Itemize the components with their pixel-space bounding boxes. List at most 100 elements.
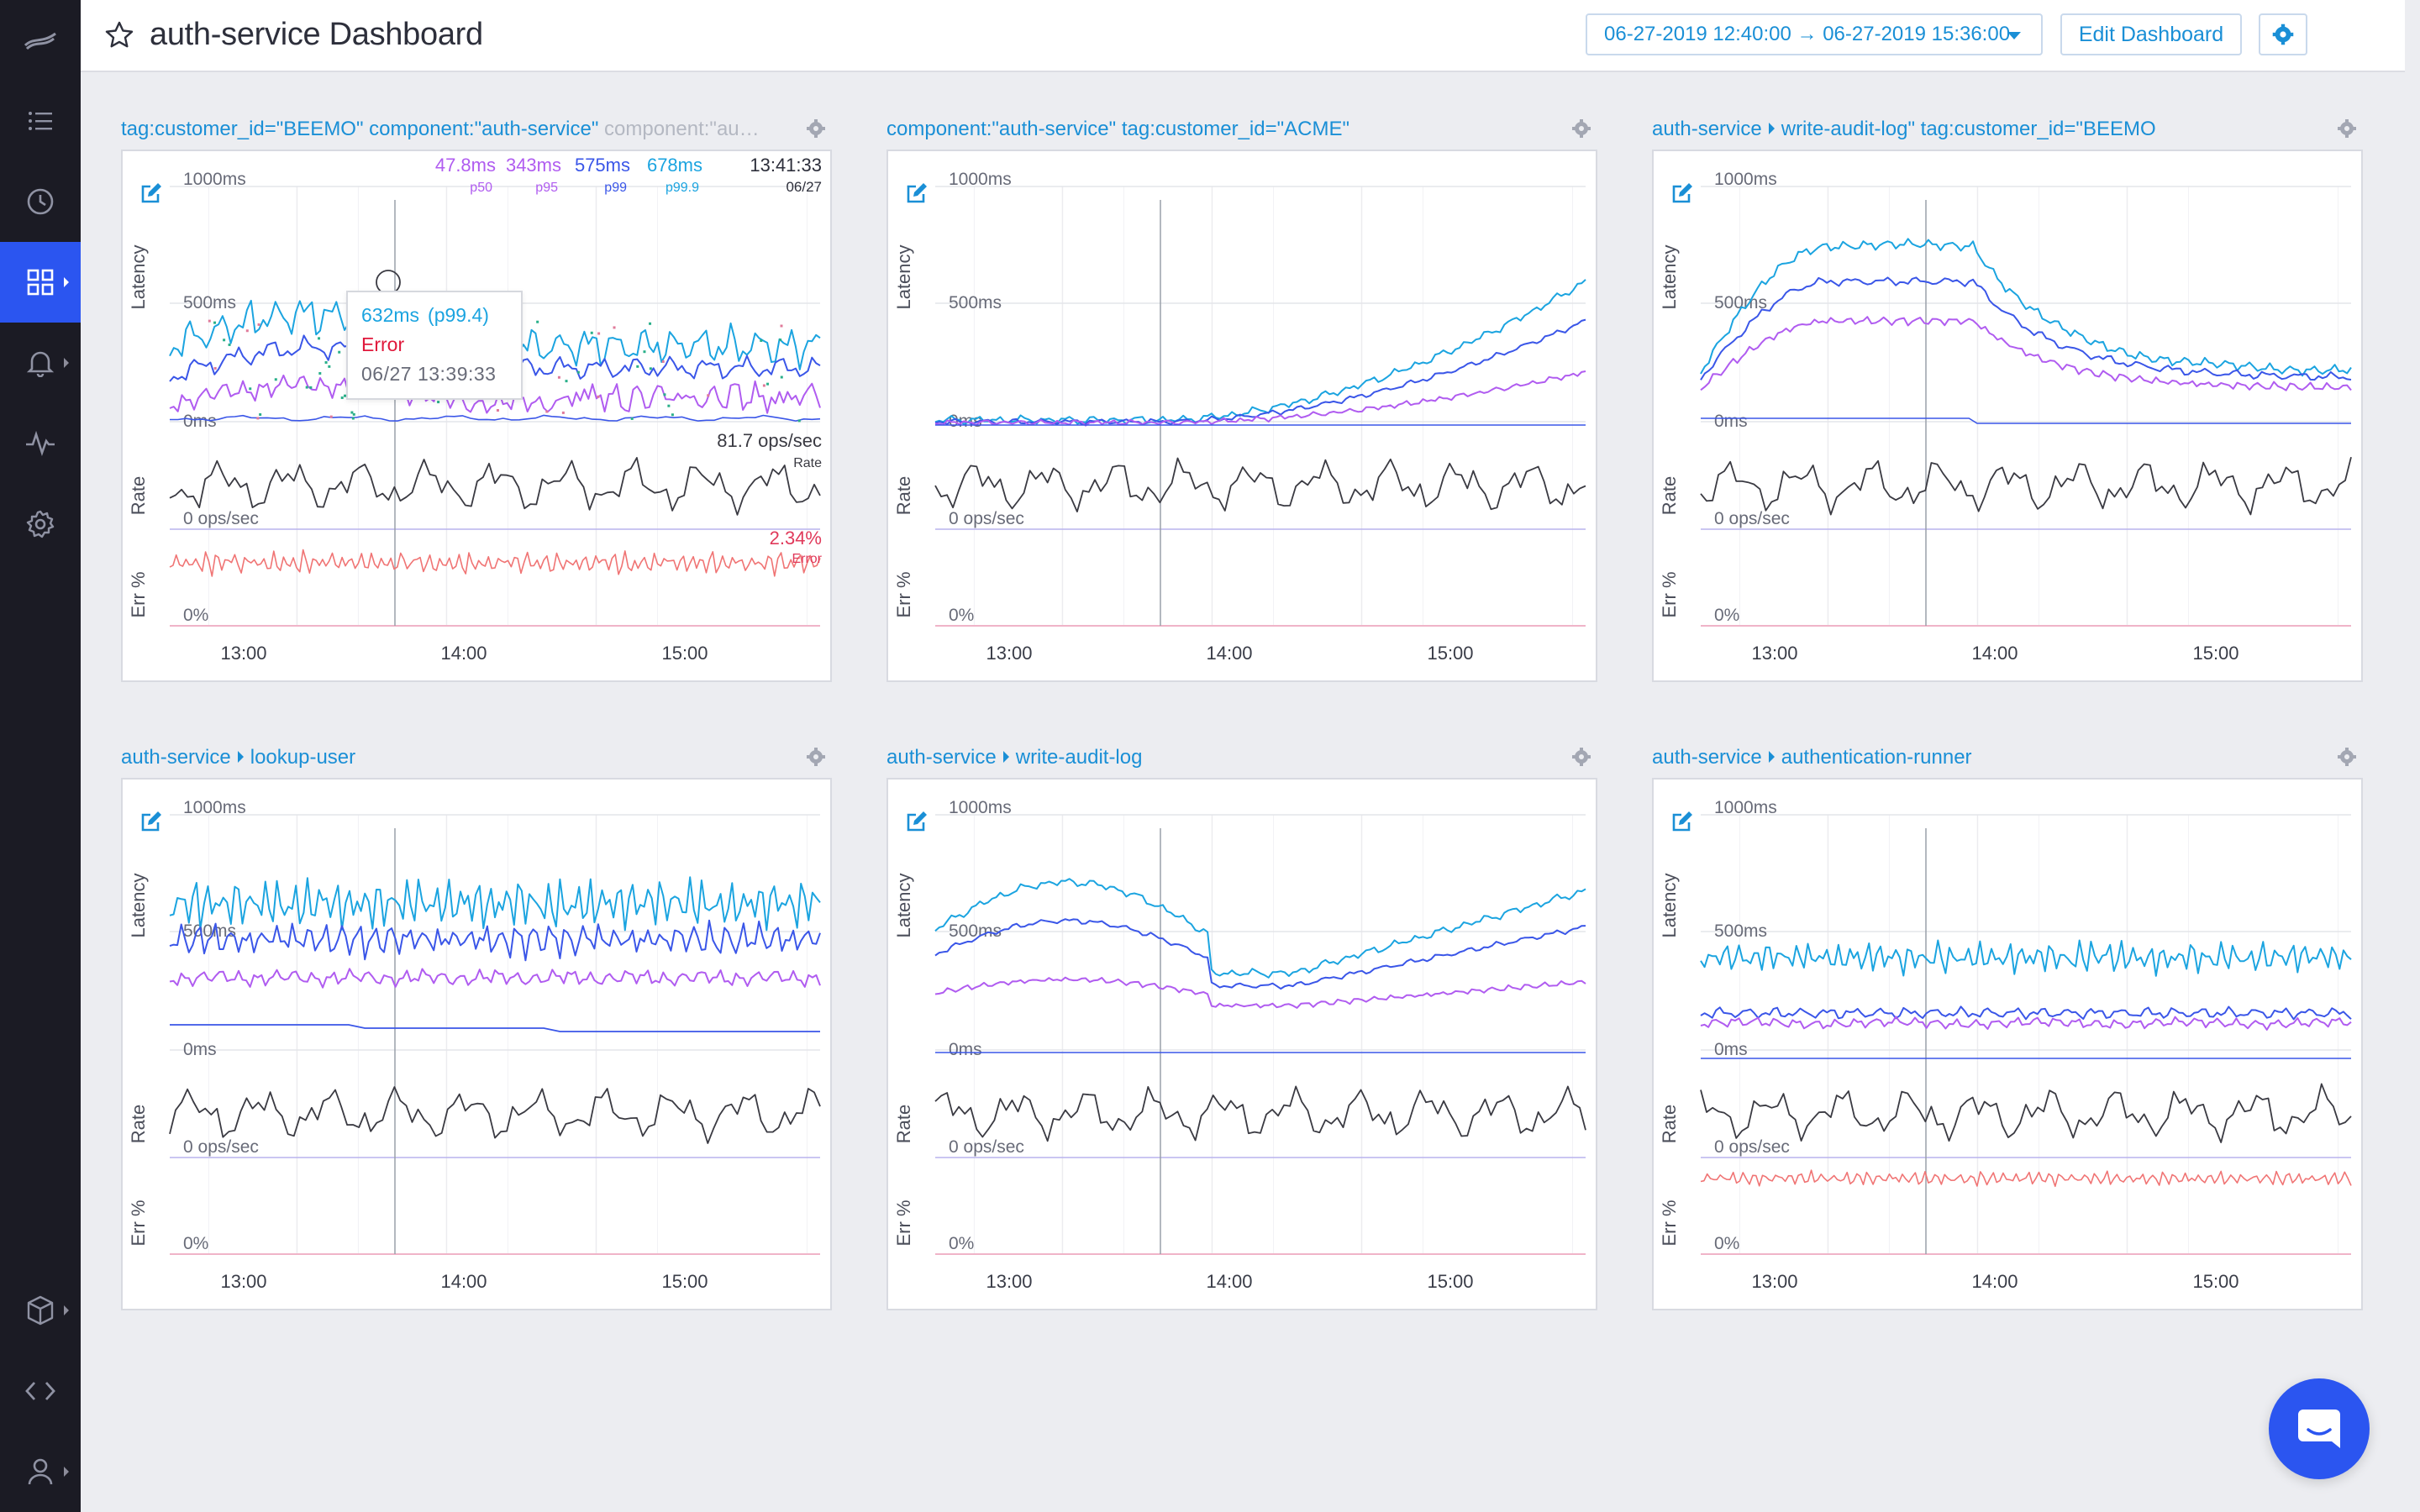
- axis-label-err-zero: 0%: [183, 606, 208, 625]
- panel-gear-icon[interactable]: [1572, 119, 1591, 142]
- axis-label-lat-top: 1000ms: [183, 170, 246, 189]
- panel-title[interactable]: auth-service write-audit-log: [886, 741, 1542, 774]
- x-tick-label: 14:00: [1971, 643, 2018, 664]
- error-label: Error: [792, 552, 822, 566]
- star-icon[interactable]: [104, 20, 134, 55]
- scatter-point: [766, 382, 770, 386]
- axis-label-lat-zero: 0ms: [183, 1040, 217, 1059]
- bell-icon[interactable]: [0, 323, 81, 403]
- x-tick-label: 14:00: [1206, 643, 1252, 664]
- top-bar: auth-service Dashboard: [81, 0, 2405, 72]
- chart-area[interactable]: 1000ms 500ms 0ms 0 ops/sec 0% Latency Rate Err …: [886, 150, 1597, 682]
- edit-icon[interactable]: [905, 810, 929, 837]
- axis-label-err-zero: 0%: [949, 606, 974, 625]
- chart-panel: auth-service authentication-runner 1000ms…: [1652, 741, 2363, 1337]
- p99-9-line: [934, 279, 1586, 425]
- rate-line: [169, 1086, 821, 1144]
- scatter-point: [352, 412, 355, 416]
- axis-label-rate-zero: 0 ops/sec: [183, 509, 259, 528]
- axis-title-rate: Rate: [1659, 476, 1680, 515]
- panel-gear-icon[interactable]: [2338, 119, 2356, 142]
- error-line: [1700, 1169, 2352, 1188]
- panel-gear-icon[interactable]: [807, 119, 825, 142]
- edit-icon[interactable]: [1670, 181, 1694, 209]
- p99-line: [934, 918, 1586, 990]
- axis-label-rate-zero: 0 ops/sec: [1714, 1137, 1790, 1157]
- axis-title-err: Err %: [1659, 572, 1680, 618]
- panel-title[interactable]: auth-service authentication-runner: [1652, 741, 2307, 774]
- user-icon[interactable]: [0, 1431, 81, 1512]
- scatter-point: [208, 319, 211, 323]
- panel-title-part: authentication-runner: [1781, 746, 1972, 769]
- list-icon[interactable]: [0, 81, 81, 161]
- edit-icon[interactable]: [1670, 810, 1694, 837]
- breadcrumb-arrow-icon: [1768, 751, 1775, 764]
- scatter-point: [274, 378, 277, 381]
- page-title: auth-service Dashboard: [150, 17, 483, 52]
- scatter-point: [780, 324, 783, 328]
- axis-title-rate: Rate: [128, 1105, 149, 1143]
- date-range-picker[interactable]: 06-27-2019 12:40:00 → 06-27-2019 15:36:0…: [1586, 13, 2043, 55]
- sidebar: [0, 0, 81, 1512]
- p99-line: [169, 919, 821, 962]
- axis-label-lat-top: 1000ms: [949, 798, 1012, 817]
- rate-line: [934, 1085, 1586, 1142]
- pulse-icon[interactable]: [0, 403, 81, 484]
- chart-area[interactable]: 1000ms 500ms 0ms 0 ops/sec 0% Latency Rate Err …: [1652, 778, 2363, 1310]
- breadcrumb-arrow-icon: [237, 751, 244, 764]
- axis-label-lat-top: 1000ms: [1714, 170, 1777, 189]
- scatter-point: [590, 331, 593, 334]
- axis-label-lat-zero: 0ms: [1714, 1040, 1748, 1059]
- chart-panel: auth-service write-audit-log 1000ms 500ms 0…: [886, 741, 1597, 1337]
- panel-title[interactable]: auth-service lookup-user: [121, 741, 776, 774]
- dashboard-settings-button[interactable]: [2259, 13, 2307, 55]
- grid-icon[interactable]: [0, 242, 81, 323]
- scatter-point: [309, 386, 313, 389]
- edit-icon[interactable]: [139, 181, 163, 209]
- chart-area[interactable]: 1000ms 500ms 0ms 0 ops/sec 0% Latency Rate Err …: [121, 778, 832, 1310]
- logo-icon[interactable]: [0, 0, 81, 81]
- rate-line: [1700, 456, 2352, 516]
- chart-area[interactable]: 1000ms 500ms 0ms 0 ops/sec 0% Latency Rate Err …: [1652, 150, 2363, 682]
- axis-label-lat-zero: 0ms: [949, 1040, 982, 1059]
- scatter-point: [350, 411, 354, 414]
- axis-label-lat-mid: 500ms: [1714, 921, 1767, 941]
- chart-panel: auth-service write-audit-log" tag:custome…: [1652, 113, 2363, 709]
- gear-icon[interactable]: [0, 484, 81, 564]
- x-tick-label: 13:00: [1751, 643, 1797, 664]
- chart-area[interactable]: 1000ms 500ms 0ms 0 ops/sec 0% Latency Rate Err …: [121, 150, 832, 682]
- panel-title-part: write-audit-log: [1015, 746, 1143, 769]
- axis-label-lat-mid: 500ms: [1714, 293, 1767, 312]
- scatter-point: [256, 417, 260, 420]
- box-icon[interactable]: [0, 1270, 81, 1351]
- edit-icon[interactable]: [139, 810, 163, 837]
- axis-title-latency: Latency: [893, 873, 914, 937]
- x-tick-label: 13:00: [986, 643, 1032, 664]
- scatter-point: [338, 350, 341, 354]
- legend-value: 47.8ms: [435, 155, 496, 176]
- axis-label-rate-zero: 0 ops/sec: [949, 509, 1024, 528]
- clock-icon[interactable]: [0, 161, 81, 242]
- panel-gear-icon[interactable]: [1572, 748, 1591, 770]
- panel-title-part: auth-service: [1652, 118, 1762, 140]
- panel-title[interactable]: component:"auth-service" tag:customer_id…: [886, 113, 1542, 146]
- axis-label-lat-mid: 500ms: [183, 921, 236, 941]
- legend-value: 678ms: [647, 155, 702, 176]
- panel-title[interactable]: tag:customer_id="BEEMO" component:"auth-…: [121, 113, 776, 146]
- scatter-point: [707, 394, 710, 397]
- axis-title-err: Err %: [1659, 1200, 1680, 1247]
- panel-gear-icon[interactable]: [807, 748, 825, 770]
- scatter-point: [496, 409, 499, 412]
- chart-area[interactable]: 1000ms 500ms 0ms 0 ops/sec 0% Latency Rate Err …: [886, 778, 1597, 1310]
- edit-dashboard-button[interactable]: Edit Dashboard: [2060, 13, 2242, 55]
- panel-title[interactable]: auth-service write-audit-log" tag:custome…: [1652, 113, 2307, 146]
- p99-9-line: [169, 876, 821, 932]
- panel-gear-icon[interactable]: [2338, 748, 2356, 770]
- scatter-point: [760, 339, 763, 342]
- chat-button[interactable]: [2269, 1378, 2370, 1479]
- scatter-point: [344, 394, 347, 397]
- edit-icon[interactable]: [905, 181, 929, 209]
- axis-title-latency: Latency: [1659, 873, 1680, 937]
- code-icon[interactable]: [0, 1351, 81, 1431]
- legend-value: 343ms: [506, 155, 561, 176]
